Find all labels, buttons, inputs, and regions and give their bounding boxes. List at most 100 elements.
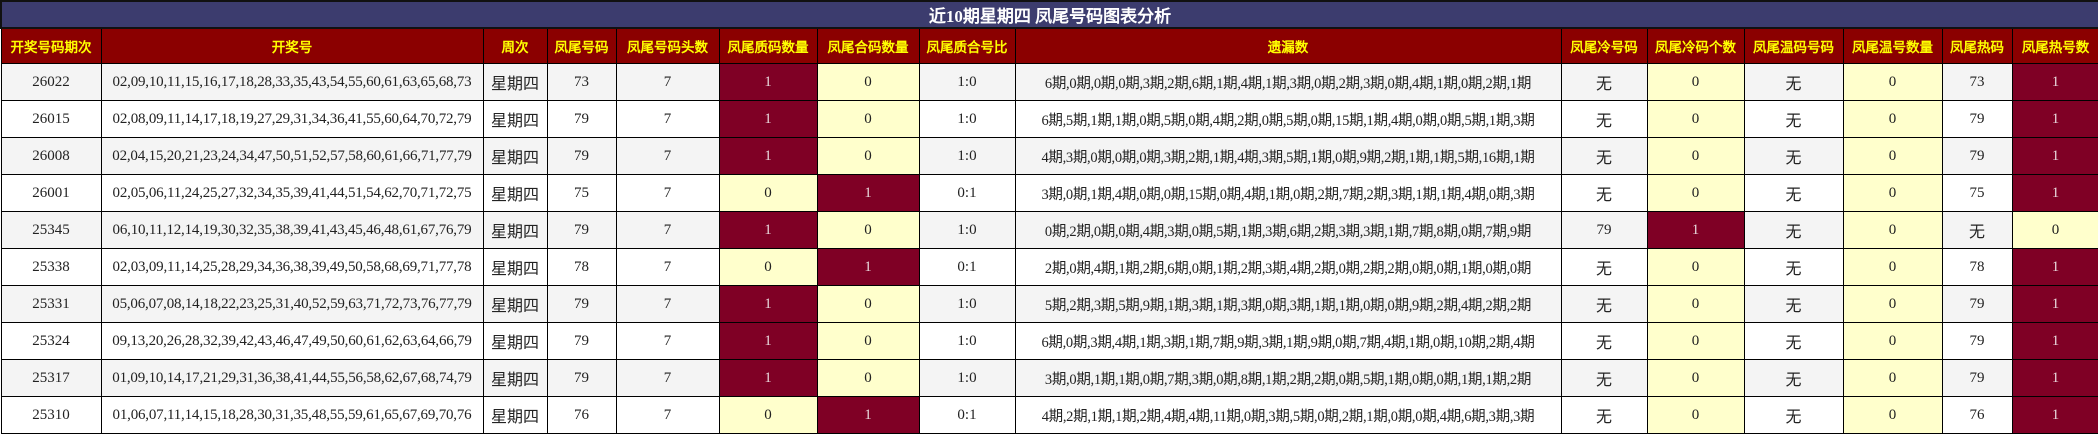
col-header-issue: 开奖号码期次 [0, 27, 102, 64]
cell-miss-counts: 3期,0期,1期,1期,0期,7期,3期,0期,8期,1期,2期,2期,0期,5… [1014, 359, 1562, 397]
cell-numbers: 06,10,11,12,14,19,30,32,35,38,39,41,43,4… [100, 211, 484, 249]
cell-tail-number: 79 [546, 137, 617, 175]
cell-hot-number: 79 [1941, 359, 2013, 397]
cell-tail-number: 78 [546, 248, 617, 286]
cell-numbers: 02,08,09,11,14,17,18,19,27,29,31,34,36,4… [100, 100, 484, 138]
cell-hot-count: 0 [2011, 211, 2098, 249]
cell-prime-composite-ratio: 1:0 [918, 211, 1016, 249]
cell-cold-number: 无 [1560, 100, 1648, 138]
col-header-prime-count: 凤尾质码数量 [718, 27, 818, 64]
cell-tail-head-count: 7 [615, 174, 720, 212]
cell-tail-head-count: 7 [615, 211, 720, 249]
cell-miss-counts: 6期,5期,1期,1期,0期,5期,0期,4期,2期,0期,5期,0期,15期,… [1014, 100, 1562, 138]
cell-prime-count: 1 [718, 137, 818, 175]
table-row: 25338 02,03,09,11,14,25,28,29,34,36,38,39… [0, 248, 2098, 286]
cell-cold-count: 0 [1646, 248, 1745, 286]
cell-hot-number: 79 [1941, 322, 2013, 360]
table-body: 26022 02,09,10,11,15,16,17,18,28,33,35,43… [0, 63, 2098, 434]
cell-tail-head-count: 7 [615, 285, 720, 323]
table-row: 25345 06,10,11,12,14,19,30,32,35,38,39,41… [0, 211, 2098, 249]
cell-warm-number: 无 [1743, 396, 1844, 434]
cell-cold-number: 无 [1560, 174, 1648, 212]
cell-numbers: 02,09,10,11,15,16,17,18,28,33,35,43,54,5… [100, 63, 484, 101]
cell-issue: 25324 [0, 322, 102, 360]
cell-prime-composite-ratio: 1:0 [918, 285, 1016, 323]
cell-weekday: 星期四 [482, 322, 548, 360]
col-header-cold-count: 凤尾冷码个数 [1646, 27, 1745, 64]
cell-issue: 26022 [0, 63, 102, 101]
cell-miss-counts: 4期,3期,0期,0期,0期,3期,2期,1期,4期,3期,5期,1期,0期,9… [1014, 137, 1562, 175]
cell-cold-count: 0 [1646, 285, 1745, 323]
cell-weekday: 星期四 [482, 137, 548, 175]
cell-warm-number: 无 [1743, 248, 1844, 286]
cell-issue: 26015 [0, 100, 102, 138]
cell-prime-composite-ratio: 1:0 [918, 100, 1016, 138]
cell-tail-head-count: 7 [615, 396, 720, 434]
cell-warm-number: 无 [1743, 359, 1844, 397]
col-header-prime-composite-ratio: 凤尾质合号比 [918, 27, 1016, 64]
cell-miss-counts: 6期,0期,3期,4期,1期,3期,1期,7期,9期,3期,1期,9期,0期,7… [1014, 322, 1562, 360]
cell-tail-head-count: 7 [615, 359, 720, 397]
cell-warm-count: 0 [1842, 322, 1943, 360]
cell-hot-count: 1 [2011, 396, 2098, 434]
cell-cold-count: 0 [1646, 137, 1745, 175]
cell-cold-count: 0 [1646, 100, 1745, 138]
cell-prime-count: 1 [718, 63, 818, 101]
cell-composite-count: 0 [816, 359, 920, 397]
cell-cold-number: 无 [1560, 359, 1648, 397]
cell-cold-number: 无 [1560, 322, 1648, 360]
cell-numbers: 02,04,15,20,21,23,24,34,47,50,51,52,57,5… [100, 137, 484, 175]
cell-composite-count: 1 [816, 174, 920, 212]
cell-hot-number: 75 [1941, 174, 2013, 212]
cell-issue: 26001 [0, 174, 102, 212]
cell-tail-number: 75 [546, 174, 617, 212]
cell-issue: 25345 [0, 211, 102, 249]
col-header-tail-head-count: 凤尾号码头数 [615, 27, 720, 64]
cell-cold-count: 0 [1646, 174, 1745, 212]
cell-cold-number: 无 [1560, 396, 1648, 434]
table-row: 26008 02,04,15,20,21,23,24,34,47,50,51,52… [0, 137, 2098, 175]
cell-prime-composite-ratio: 1:0 [918, 359, 1016, 397]
col-header-warm-number: 凤尾温码号码 [1743, 27, 1844, 64]
table-row: 25317 01,09,10,14,17,21,29,31,36,38,41,44… [0, 359, 2098, 397]
cell-cold-count: 0 [1646, 322, 1745, 360]
cell-issue: 25310 [0, 396, 102, 434]
cell-warm-number: 无 [1743, 174, 1844, 212]
cell-tail-number: 79 [546, 100, 617, 138]
cell-prime-count: 1 [718, 359, 818, 397]
col-header-hot-number: 凤尾热码 [1941, 27, 2013, 64]
cell-hot-count: 1 [2011, 174, 2098, 212]
cell-prime-composite-ratio: 0:1 [918, 396, 1016, 434]
cell-hot-number: 79 [1941, 137, 2013, 175]
cell-tail-head-count: 7 [615, 63, 720, 101]
cell-weekday: 星期四 [482, 396, 548, 434]
cell-weekday: 星期四 [482, 100, 548, 138]
cell-warm-number: 无 [1743, 100, 1844, 138]
cell-miss-counts: 3期,0期,1期,4期,0期,0期,15期,0期,4期,1期,0期,2期,7期,… [1014, 174, 1562, 212]
cell-prime-composite-ratio: 1:0 [918, 63, 1016, 101]
cell-issue: 25317 [0, 359, 102, 397]
cell-tail-head-count: 7 [615, 137, 720, 175]
cell-prime-count: 1 [718, 100, 818, 138]
cell-issue: 26008 [0, 137, 102, 175]
header-row: 开奖号码期次 开奖号 周次 凤尾号码 凤尾号码头数 凤尾质码数量 凤尾合码数量 凤尾质合号比遗… [0, 27, 2098, 64]
table-row: 26015 02,08,09,11,14,17,18,19,27,29,31,34… [0, 100, 2098, 138]
cell-numbers: 01,09,10,14,17,21,29,31,36,38,41,44,55,5… [100, 359, 484, 397]
cell-warm-number: 无 [1743, 137, 1844, 175]
cell-cold-count: 0 [1646, 359, 1745, 397]
col-header-cold-number: 凤尾冷号码 [1560, 27, 1648, 64]
cell-composite-count: 0 [816, 285, 920, 323]
col-header-weekday: 周次 [482, 27, 548, 64]
cell-tail-head-count: 7 [615, 322, 720, 360]
table-row: 25310 01,06,07,11,14,15,18,28,30,31,35,48… [0, 396, 2098, 434]
cell-weekday: 星期四 [482, 248, 548, 286]
table-row: 25331 05,06,07,08,14,18,22,23,25,31,40,52… [0, 285, 2098, 323]
table-row: 26001 02,05,06,11,24,25,27,32,34,35,39,41… [0, 174, 2098, 212]
cell-hot-number: 79 [1941, 285, 2013, 323]
cell-prime-count: 1 [718, 285, 818, 323]
cell-warm-count: 0 [1842, 63, 1943, 101]
cell-composite-count: 0 [816, 137, 920, 175]
cell-prime-composite-ratio: 0:1 [918, 174, 1016, 212]
cell-composite-count: 0 [816, 322, 920, 360]
